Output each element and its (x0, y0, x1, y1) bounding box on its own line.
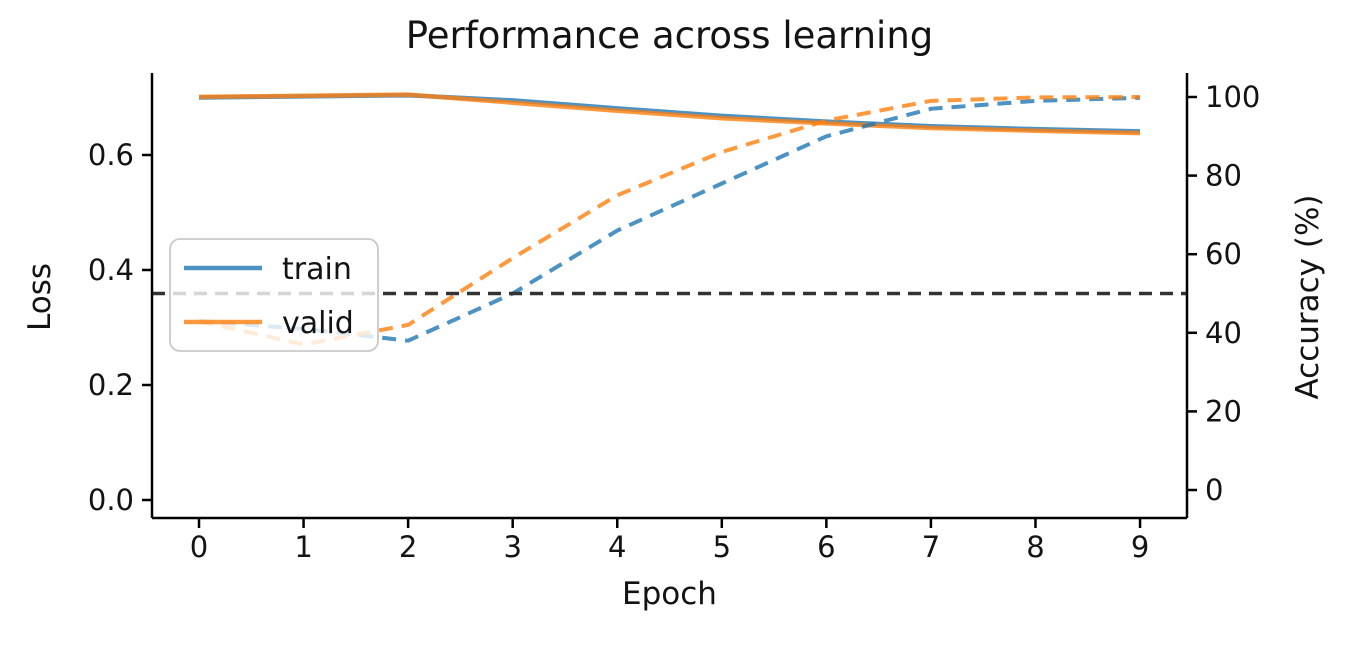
valid-accuracy-line (198, 95, 1141, 347)
y-left-tick-label: 0.2 (88, 368, 134, 402)
x-tick-label: 4 (608, 530, 626, 564)
y-right-tick-label: 100 (1205, 80, 1260, 114)
x-tick-label: 7 (922, 530, 940, 564)
legend-label-train: train (282, 252, 352, 287)
y-right-tick-label: 60 (1205, 237, 1242, 271)
x-tick-label: 3 (503, 530, 521, 564)
chart-title: Performance across learning (405, 14, 934, 57)
x-tick-label: 8 (1026, 530, 1044, 564)
x-tick-label: 1 (294, 530, 312, 564)
y-left-tick-label: 0.4 (88, 253, 134, 287)
y-right-tick-label: 0 (1205, 473, 1223, 507)
y-left-tick-label: 0.0 (88, 483, 134, 517)
x-axis-label: Epoch (622, 576, 717, 612)
x-tick-label: 6 (817, 530, 835, 564)
legend: train valid (169, 238, 379, 352)
x-tick-label: 5 (713, 530, 731, 564)
x-tick-label: 0 (190, 530, 208, 564)
x-tick-label: 9 (1131, 530, 1149, 564)
x-tick-label: 2 (399, 530, 417, 564)
valid-loss-line (198, 92, 1141, 136)
y-left-tick-label: 0.6 (88, 138, 134, 172)
legend-label-valid: valid (282, 306, 354, 341)
y-right-tick-label: 80 (1205, 159, 1242, 193)
y-right-tick-label: 40 (1205, 316, 1242, 350)
train-accuracy-line (198, 95, 1141, 343)
y-right-tick-label: 20 (1205, 394, 1242, 428)
